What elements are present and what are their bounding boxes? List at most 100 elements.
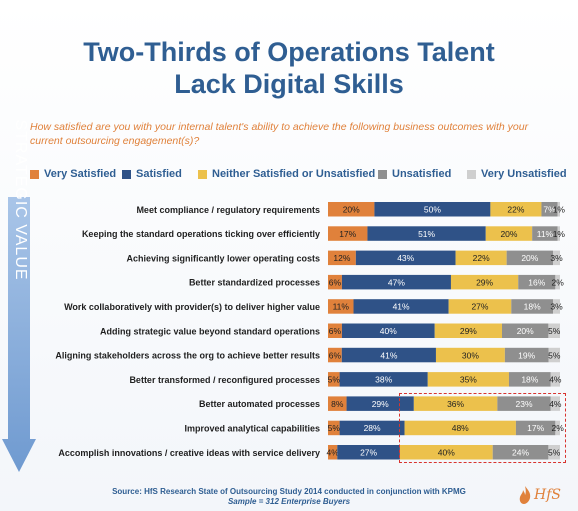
bar-segment <box>427 372 509 387</box>
legend-swatch <box>30 169 39 179</box>
bar-segment <box>550 372 560 387</box>
legend-label: Very Unsatisfied <box>481 168 567 180</box>
legend-swatch <box>122 169 131 179</box>
data-label: 18% <box>521 375 538 385</box>
bar-segment <box>450 274 519 290</box>
bar-segment <box>339 372 428 387</box>
data-label: 28% <box>364 423 381 433</box>
data-label: 23% <box>516 399 533 409</box>
bar-segment <box>353 299 449 314</box>
category-label: Better standardized processes <box>189 278 320 288</box>
bar-segment <box>490 202 542 217</box>
legend-label: Very Satisfied <box>44 168 117 180</box>
legend-swatch <box>198 169 207 179</box>
data-label: 17% <box>339 229 356 239</box>
legend-swatch <box>378 169 387 179</box>
bar-segment <box>328 299 354 314</box>
page-title: Two-Thirds of Operations Talent Lack Dig… <box>0 36 578 100</box>
data-label: 20% <box>521 253 538 263</box>
data-label: 50% <box>424 204 441 214</box>
data-label: 6% <box>329 350 342 360</box>
data-label: 27% <box>360 447 377 457</box>
bar-segment <box>337 445 400 460</box>
strategic-value-arrow-icon <box>2 197 36 472</box>
bar-segment <box>553 250 560 266</box>
bar-segment <box>328 226 368 241</box>
bar-segment <box>548 445 560 460</box>
bar-segment <box>532 226 558 241</box>
bar-segment <box>328 347 342 363</box>
bar-segment <box>515 420 556 436</box>
data-label: 11% <box>333 302 350 312</box>
title-line-2: Lack Digital Skills <box>174 69 404 99</box>
data-label: 40% <box>438 447 455 457</box>
category-label: Improved analytical capabilities <box>184 423 320 433</box>
category-label: Work collaboratively with provider(s) to… <box>64 302 320 312</box>
bar-segment <box>553 299 560 314</box>
data-label: 1% <box>553 229 566 239</box>
bar-segment <box>504 347 549 363</box>
data-label: 40% <box>380 326 397 336</box>
bar-segment <box>341 274 451 290</box>
legend-item-neutral: Neither Satisfied or Unsatisfied <box>198 166 375 182</box>
bar-segment <box>328 372 340 387</box>
bar-segment <box>328 323 342 338</box>
bar-segment <box>341 323 435 338</box>
legend-item-very-satisfied: Very Satisfied <box>30 166 116 182</box>
data-label: 36% <box>447 399 464 409</box>
data-label: 6% <box>329 277 342 287</box>
data-label: 18% <box>524 302 541 312</box>
title-line-1: Two-Thirds of Operations Talent <box>83 37 495 67</box>
data-label: 4% <box>326 447 339 457</box>
legend-item-unsatisfied: Unsatisfied <box>378 166 451 182</box>
category-label: Aligning stakeholders across the org to … <box>55 351 320 361</box>
data-label: 51% <box>418 229 435 239</box>
data-label: 7% <box>543 204 556 214</box>
bar-segment <box>434 323 502 338</box>
data-label: 22% <box>507 204 524 214</box>
legend-label: Unsatisfied <box>392 168 452 180</box>
data-label: 8% <box>331 399 344 409</box>
data-label: 43% <box>397 253 414 263</box>
sample-note: Sample = 312 Enterprise Buyers <box>227 497 351 506</box>
data-label: 5% <box>548 326 561 336</box>
legend-swatch <box>467 169 476 179</box>
stacked-bar-chart: Meet compliance / regulatory requirement… <box>55 202 566 460</box>
category-label: Accomplish innovations / creative ideas … <box>58 448 320 458</box>
data-label: 2% <box>552 423 565 433</box>
bar-segment <box>497 396 551 411</box>
bar-segment <box>557 226 560 241</box>
bar-segment <box>555 274 560 290</box>
data-label: 38% <box>375 375 392 385</box>
data-label: 27% <box>471 302 488 312</box>
data-label: 1% <box>553 204 566 214</box>
legend-label: Satisfied <box>136 168 182 180</box>
data-label: 24% <box>512 447 529 457</box>
data-label: 17% <box>527 423 544 433</box>
data-label: 3% <box>550 253 563 263</box>
bar-segment <box>555 420 560 436</box>
category-label: Better automated processes <box>199 399 320 409</box>
data-label: 6% <box>329 326 342 336</box>
bar-segment <box>492 445 549 460</box>
data-label: 30% <box>462 350 479 360</box>
bar-segment <box>328 420 340 436</box>
logo-text: HfS <box>534 487 561 503</box>
bar-segment <box>328 445 338 460</box>
data-label: 5% <box>328 375 341 385</box>
bar-segment <box>448 299 512 314</box>
data-label: 20% <box>343 204 360 214</box>
bar-segment <box>367 226 486 241</box>
bar-segment <box>328 396 347 411</box>
bar-segment <box>506 250 554 266</box>
chart-legend: Very Satisfied Satisfied Neither Satisfi… <box>30 166 575 182</box>
data-label: 47% <box>388 277 405 287</box>
legend-label: Neither Satisfied or Unsatisfied <box>212 168 376 180</box>
bar-segment <box>399 445 493 460</box>
data-label: 5% <box>328 423 341 433</box>
bar-segment <box>435 347 505 363</box>
data-label: 29% <box>476 277 493 287</box>
data-label: 48% <box>452 423 469 433</box>
data-label: 22% <box>473 253 490 263</box>
